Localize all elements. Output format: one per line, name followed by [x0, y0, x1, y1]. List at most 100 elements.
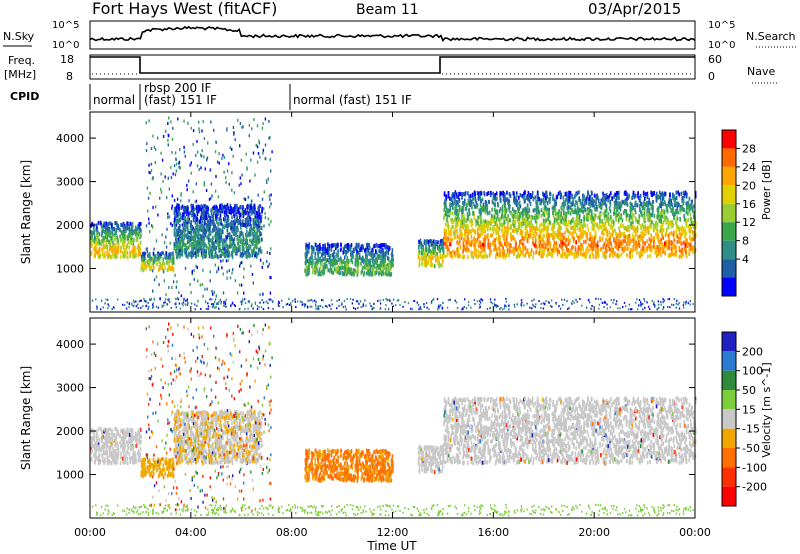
power-cell: [179, 228, 181, 233]
power-cell: [94, 241, 96, 246]
power-cell: [223, 225, 226, 230]
power-cell: [373, 264, 376, 269]
power-cell: [237, 245, 240, 250]
power-cell: [605, 217, 608, 221]
power-cell: [202, 224, 205, 229]
power-cell: [521, 194, 524, 198]
power-cell: [484, 250, 486, 255]
power-cell: [689, 212, 692, 217]
power-cell: [389, 267, 391, 272]
power-cell: [647, 200, 650, 205]
power-cell: [312, 261, 314, 266]
power-cell: [219, 213, 222, 218]
power-cell: [228, 245, 230, 249]
power-cell: [183, 235, 186, 240]
power-cell: [429, 252, 432, 257]
power-cell: [384, 253, 387, 257]
power-cell: [236, 236, 238, 241]
power-cell: [121, 236, 123, 241]
power-cell: [543, 213, 545, 218]
power-cell: [158, 259, 161, 264]
power-cell: [429, 249, 432, 254]
power-cell: [335, 269, 338, 274]
power-cell: [211, 219, 214, 224]
power-cell: [254, 217, 256, 222]
power-cell: [197, 237, 200, 242]
power-cell: [213, 254, 216, 259]
power-cell: [139, 246, 142, 251]
power-cell: [124, 236, 126, 241]
power-cell: [652, 238, 654, 243]
power-cell: [114, 243, 117, 247]
power-cell: [242, 205, 244, 210]
power-cell: [600, 225, 603, 229]
power-cell: [223, 212, 226, 217]
power-cell: [138, 252, 141, 256]
power-cell: [454, 228, 456, 233]
power-cell: [195, 216, 197, 221]
power-cell: [624, 209, 626, 213]
power-cell: [93, 226, 95, 231]
power-cell: [449, 196, 451, 201]
power-cell: [187, 245, 190, 250]
power-cell: [193, 245, 196, 250]
power-cell: [130, 236, 133, 241]
power-cell: [417, 250, 420, 255]
power-cell: [181, 248, 184, 253]
power-cell: [149, 254, 151, 259]
power-cell: [424, 256, 427, 261]
power-cell: [464, 238, 466, 242]
power-cell: [213, 244, 216, 249]
power-cell: [174, 216, 176, 220]
power-cell: [429, 239, 432, 243]
power-cell: [140, 233, 142, 238]
power-cell: [192, 209, 195, 214]
power-cell: [163, 261, 165, 266]
power-cell: [202, 210, 204, 215]
power-cell: [176, 213, 179, 218]
power-cell: [495, 191, 498, 196]
power-cell: [177, 219, 179, 224]
power-cell: [242, 249, 244, 254]
power-cell: [350, 253, 353, 258]
power-cell: [244, 250, 246, 255]
power-cell: [226, 243, 228, 248]
power-cell: [315, 268, 317, 273]
power-cell: [428, 246, 430, 251]
power-cell: [104, 234, 107, 239]
power-cell: [609, 247, 612, 252]
power-cell: [144, 266, 147, 271]
power-cell: [555, 241, 558, 246]
power-cell: [369, 268, 371, 273]
power-cell: [522, 252, 525, 257]
power-cell: [204, 242, 206, 247]
power-cell: [343, 266, 346, 270]
power-cell: [673, 197, 675, 202]
power-cell: [191, 235, 193, 240]
power-cell: [506, 197, 509, 202]
power-cell: [560, 208, 563, 213]
power-cell: [321, 259, 323, 264]
power-cell: [107, 252, 109, 257]
power-cell: [572, 197, 574, 202]
power-cell: [198, 224, 200, 229]
power-cell: [235, 251, 237, 256]
power-cell: [338, 270, 341, 274]
power-cell: [604, 246, 607, 251]
power-cell: [524, 231, 527, 236]
power-cell: [616, 213, 619, 218]
power-cell: [451, 198, 453, 203]
power-cell: [336, 244, 339, 248]
power-cell: [372, 257, 374, 262]
power-cell: [251, 238, 254, 243]
power-cell: [202, 230, 204, 235]
power-cell: [334, 243, 336, 248]
power-cell: [365, 262, 368, 267]
power-cell: [372, 250, 374, 255]
power-cell: [244, 211, 246, 216]
power-cell: [140, 228, 142, 233]
power-cell: [112, 241, 114, 246]
power-cell: [626, 197, 628, 202]
power-cell: [366, 262, 369, 267]
power-cell: [222, 246, 224, 251]
